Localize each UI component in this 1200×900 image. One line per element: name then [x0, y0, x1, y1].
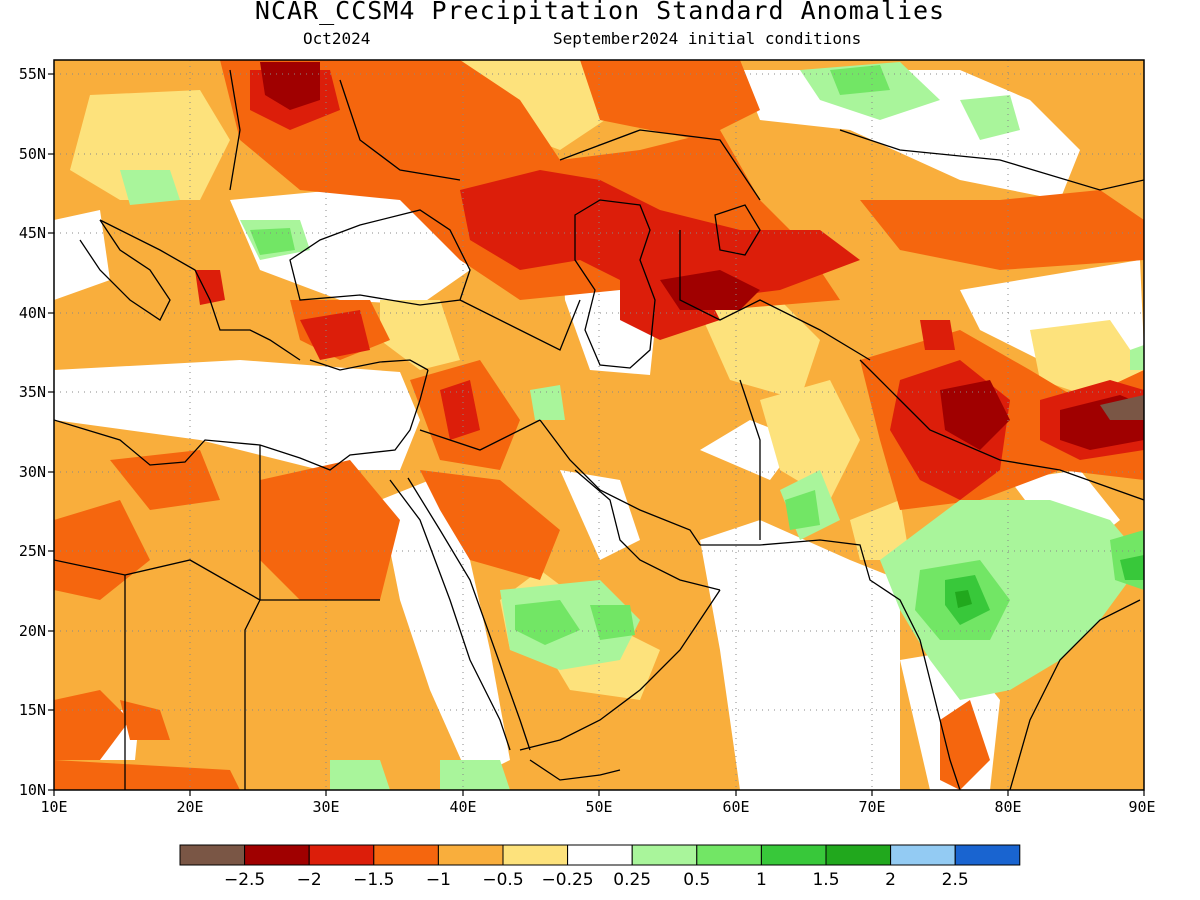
- colorbar-label: −0.25: [542, 870, 594, 890]
- lat-label: 35N: [19, 383, 46, 401]
- lat-label: 30N: [19, 463, 46, 481]
- colorbar-label: 2: [885, 870, 896, 890]
- colorbar-swatch: [244, 844, 310, 866]
- lat-label: 15N: [19, 701, 46, 719]
- map-title: NCAR_CCSM4 Precipitation Standard Anomal…: [254, 0, 946, 25]
- lon-label: 90E: [1128, 798, 1155, 816]
- colorbar-swatch: [631, 844, 698, 866]
- lat-label: 25N: [19, 542, 46, 560]
- colorbar-label: 0.25: [613, 870, 651, 890]
- colorbar-swatch: [179, 844, 246, 866]
- colorbar-swatch: [502, 844, 569, 866]
- colorbar-label: −2: [297, 870, 322, 890]
- initial-conditions: September2024 initial conditions: [553, 29, 862, 48]
- colorbar-label: −2.5: [224, 870, 265, 890]
- lat-label: 45N: [19, 224, 46, 242]
- colorbar-swatch: [373, 844, 439, 866]
- lon-label: 70E: [858, 798, 885, 816]
- colorbar-swatch: [567, 844, 633, 866]
- lon-label: 10E: [40, 798, 67, 816]
- colorbar-swatch: [954, 844, 1021, 866]
- colorbar-label: 2.5: [942, 870, 969, 890]
- lat-label: 10N: [19, 781, 46, 799]
- lat-label: 50N: [19, 145, 46, 163]
- colorbar-swatch: [437, 844, 504, 866]
- coastlines: [54, 69, 1144, 790]
- colorbar-swatch: [696, 844, 762, 866]
- lat-label: 55N: [19, 65, 46, 83]
- colorbar-label: 1.5: [812, 870, 839, 890]
- anomaly-field: [54, 60, 1144, 790]
- colorbar-label: −1.5: [353, 870, 394, 890]
- lon-label: 20E: [176, 798, 203, 816]
- lat-label: 40N: [19, 304, 46, 322]
- colorbar-label: −0.5: [482, 870, 523, 890]
- forecast-month: Oct2024: [303, 29, 371, 48]
- colorbar-label: 1: [756, 870, 767, 890]
- colorbar-swatch: [890, 844, 956, 866]
- lon-label: 60E: [722, 798, 749, 816]
- colorbar-swatch: [825, 844, 892, 866]
- lat-label: 20N: [19, 622, 46, 640]
- lon-label: 50E: [585, 798, 612, 816]
- lon-label: 40E: [449, 798, 476, 816]
- colorbar-label: 0.5: [683, 870, 710, 890]
- colorbar: −2.5 −2 −1.5 −1 −0.5 −0.25 0.25 0.5 1 1.5 2 2.5: [179, 844, 1021, 890]
- colorbar-swatch: [760, 844, 827, 866]
- lon-label: 30E: [312, 798, 339, 816]
- lon-label: 80E: [994, 798, 1021, 816]
- colorbar-label: −1: [426, 870, 451, 890]
- colorbar-swatch: [308, 844, 375, 866]
